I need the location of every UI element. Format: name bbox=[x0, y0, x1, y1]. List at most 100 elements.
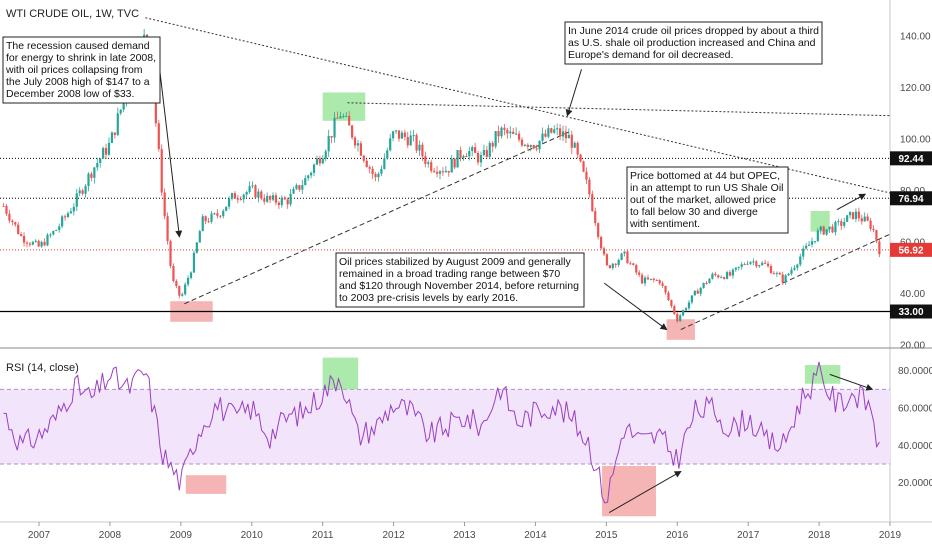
candle bbox=[632, 262, 635, 266]
candle-body bbox=[544, 133, 547, 137]
time-tick-label: 2017 bbox=[737, 530, 760, 541]
candle-body bbox=[359, 143, 363, 156]
candle bbox=[289, 189, 292, 207]
candle-body bbox=[737, 266, 740, 268]
candle-body bbox=[658, 280, 661, 284]
candle bbox=[485, 145, 488, 159]
candle bbox=[186, 275, 190, 287]
candle-body bbox=[330, 135, 333, 138]
candle bbox=[676, 312, 679, 323]
time-tick-label: 2010 bbox=[241, 530, 264, 541]
rsi-tick-label: 40.0000 bbox=[898, 441, 932, 452]
candle-body bbox=[599, 236, 603, 249]
candle bbox=[796, 263, 799, 271]
candle-body bbox=[550, 128, 553, 133]
candle bbox=[14, 221, 17, 227]
candle-body bbox=[479, 155, 483, 163]
candle-body bbox=[75, 193, 78, 207]
candle bbox=[872, 225, 875, 232]
candle-body bbox=[515, 133, 518, 135]
rsi-highlight-2008 bbox=[185, 475, 227, 494]
candle bbox=[383, 153, 386, 170]
candle bbox=[195, 241, 198, 254]
candle bbox=[535, 144, 538, 152]
candle bbox=[646, 274, 650, 280]
candle-body bbox=[225, 206, 228, 211]
candle-body bbox=[711, 273, 714, 279]
candle-body bbox=[638, 272, 641, 275]
candle-body bbox=[362, 155, 365, 161]
candle bbox=[626, 250, 629, 264]
candle-body bbox=[2, 205, 5, 207]
candle-body bbox=[99, 158, 102, 163]
candle-body bbox=[573, 142, 576, 148]
candle bbox=[433, 167, 436, 174]
candle bbox=[696, 288, 699, 294]
candle-body bbox=[485, 150, 488, 157]
candle bbox=[547, 124, 550, 139]
candle-body bbox=[251, 185, 254, 187]
candle-body bbox=[682, 310, 685, 316]
candle bbox=[58, 223, 61, 233]
candle-body bbox=[5, 205, 8, 214]
candle-body bbox=[172, 265, 175, 281]
candle-body bbox=[708, 278, 711, 284]
candle bbox=[37, 239, 40, 248]
candle bbox=[752, 258, 755, 266]
rsi-tick-label: 80.0000 bbox=[898, 366, 932, 377]
candle bbox=[102, 146, 105, 159]
candle bbox=[813, 241, 817, 244]
candle-body bbox=[878, 241, 881, 255]
candle-body bbox=[749, 261, 752, 264]
candle bbox=[216, 209, 219, 219]
candle bbox=[81, 188, 84, 196]
candle-body bbox=[122, 100, 125, 110]
candle-body bbox=[295, 185, 298, 189]
candle bbox=[362, 154, 365, 163]
candle bbox=[517, 130, 521, 143]
candle-body bbox=[81, 190, 84, 194]
annotation-june2014: In June 2014 crude oil prices dropped by… bbox=[564, 21, 823, 65]
rsi-tick-label: 20.0000 bbox=[898, 478, 932, 489]
candle bbox=[368, 165, 371, 174]
rsi-highlight-2018 bbox=[804, 365, 841, 384]
rsi-highlight-2015 bbox=[602, 465, 656, 517]
trendline-2009-2014-support bbox=[184, 130, 572, 305]
candle bbox=[474, 142, 477, 154]
candle-body bbox=[802, 248, 805, 257]
candle bbox=[816, 227, 819, 242]
candle-body bbox=[764, 262, 767, 264]
candle-body bbox=[63, 216, 67, 218]
candle bbox=[310, 171, 313, 179]
candle bbox=[236, 194, 239, 204]
candle-body bbox=[441, 171, 445, 173]
candle-body bbox=[301, 185, 304, 190]
candle-body bbox=[192, 252, 196, 273]
candle-body bbox=[784, 275, 787, 283]
candle-body bbox=[468, 150, 471, 157]
candle-body bbox=[175, 280, 178, 286]
candle bbox=[523, 143, 527, 147]
candle-body bbox=[356, 143, 360, 146]
annotation-line: with sentiment. bbox=[629, 218, 700, 230]
candle bbox=[515, 127, 518, 135]
candle bbox=[40, 240, 43, 248]
price-tag-label: 33.00 bbox=[898, 307, 923, 318]
candle-body bbox=[561, 131, 565, 137]
candle-body bbox=[602, 248, 606, 255]
candle bbox=[359, 141, 363, 157]
candle-body bbox=[520, 139, 524, 146]
candle-body bbox=[471, 147, 474, 151]
candle bbox=[169, 239, 172, 269]
candle bbox=[807, 240, 811, 246]
candle-body bbox=[491, 142, 494, 147]
candle bbox=[787, 273, 790, 277]
candle bbox=[482, 144, 486, 157]
candle-body bbox=[17, 224, 20, 235]
candle-body bbox=[752, 261, 755, 263]
highlight-boxes bbox=[170, 92, 841, 517]
candle-body bbox=[163, 192, 166, 217]
candle-body bbox=[605, 254, 609, 266]
candle bbox=[573, 141, 576, 149]
